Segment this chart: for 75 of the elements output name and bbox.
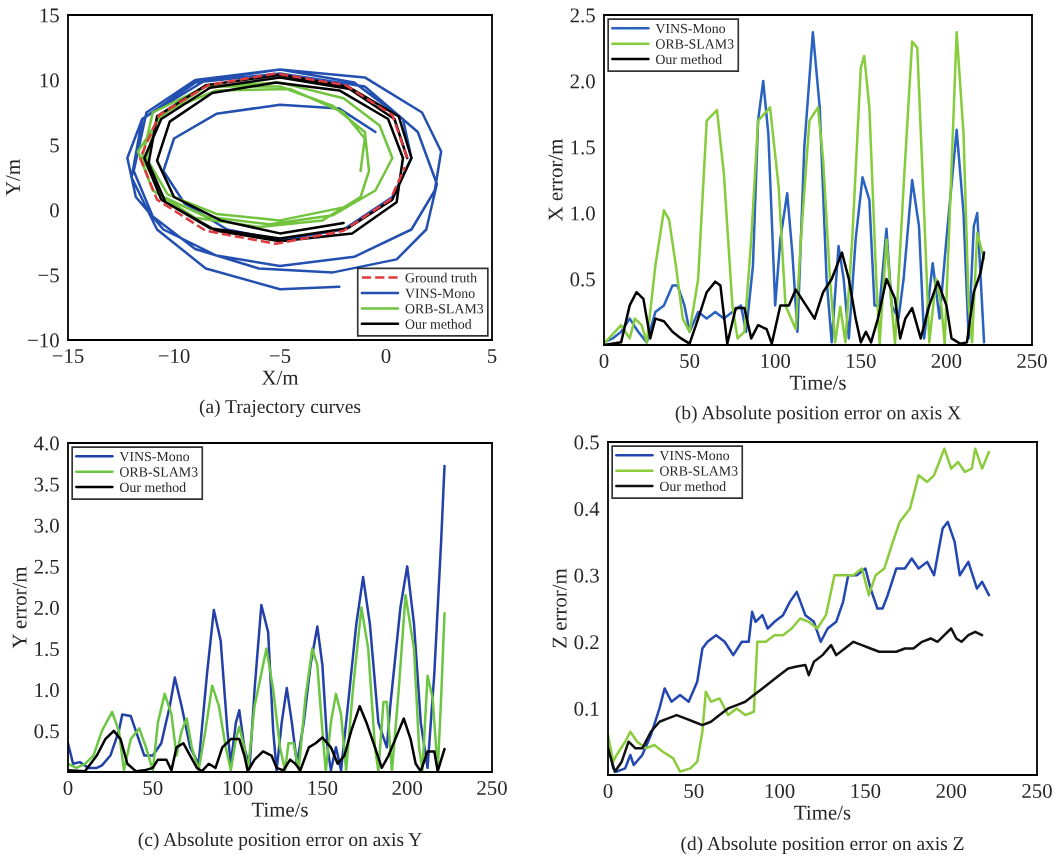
x-tick-label: 250 [1017,353,1047,368]
legend-label: ORB-SLAM3 [119,467,198,477]
x-tick-label: 50 [143,780,163,795]
legend-label: ORB-SLAM3 [659,466,738,476]
y-axis-title: Z error/m [552,568,567,648]
y-tick-label: 2.5 [570,8,595,23]
x-tick-label: −10 [158,348,190,363]
x-axis-title: Time/s [789,375,846,390]
legend-label: VINS-Mono [659,450,730,461]
legend-label: VINS-Mono [119,451,190,462]
line-series [608,447,991,773]
y-tick-label: 10 [40,73,59,88]
y-tick-label: 4.0 [34,436,59,451]
legend-label: Our method [655,54,722,65]
y-axis-title: Y error/m [12,566,27,649]
y-tick-label: −5 [38,268,59,283]
x-tick-label: 150 [851,783,881,798]
y-tick-label: 1.5 [35,642,59,657]
x-tick-label: 250 [1022,783,1052,798]
y-tick-label: −10 [28,333,59,348]
x-tick-label: 100 [223,780,253,795]
legend-label: Our method [659,481,726,492]
x-axis-title: Time/s [794,805,851,820]
line-series [608,627,984,773]
text: (d) Absolute position error on axis Z [681,836,964,855]
text: (b) Absolute position error on axis X [675,405,961,424]
x-tick-label: 0 [603,783,613,798]
y-tick-label: 1.0 [35,683,59,698]
legend-label: VINS-Mono [655,23,726,34]
y-tick-label: 5 [50,138,59,153]
y-tick-label: 2.0 [570,74,595,89]
x-axis-title: X/m [261,370,299,385]
x-tick-label: 200 [931,353,962,368]
y-tick-label: 0 [50,203,59,218]
y-tick-label: 3.5 [34,477,59,492]
x-tick-label: 150 [847,353,876,368]
x-tick-label: −15 [52,349,84,363]
legend-label: Ground truth [405,272,477,283]
line-series [608,520,991,773]
y-tick-label: 1.0 [571,206,595,221]
x-tick-label: 0 [599,353,609,368]
x-tick-label: 100 [761,353,791,368]
y-axis-title: X error/m [548,138,563,221]
text: (c) Absolute position error on axis Y [138,832,422,851]
legend-label: ORB-SLAM3 [405,304,484,314]
y-tick-label: 1.5 [571,140,595,155]
y-tick-label: 0.4 [574,501,600,517]
y-tick-label: 15 [40,8,59,23]
y-tick-label: 3.0 [34,518,59,533]
y-tick-label: 0.2 [574,635,599,650]
y-tick-label: 0.5 [34,724,59,739]
x-tick-label: 250 [477,780,507,795]
y-tick-label: 2.0 [34,600,59,616]
legend-label: Our method [119,482,186,493]
x-tick-label: 100 [765,783,795,798]
y-tick-label: 0.3 [574,568,599,583]
y-tick-label: 0.1 [574,701,599,716]
x-tick-label: 50 [680,353,700,368]
y-tick-label: 0.5 [570,272,595,287]
x-tick-label: 5 [488,349,497,363]
x-tick-label: 200 [936,783,967,798]
text: (a) Trajectory curves [199,399,361,418]
legend-label: VINS-Mono [405,288,475,298]
x-tick-label: −5 [269,349,291,363]
legend-label: ORB-SLAM3 [655,39,734,49]
y-tick-label: 0.5 [574,435,599,450]
x-tick-label: 200 [392,780,423,795]
y-axis-title: Y/m [6,159,21,196]
x-tick-label: 50 [684,783,704,798]
y-tick-label: 2.5 [34,559,59,574]
x-tick-label: 150 [308,780,338,795]
legend-label: Our method [405,319,472,329]
x-axis-title: Time/s [251,802,308,817]
x-tick-label: 0 [63,780,73,795]
x-tick-label: 0 [381,348,391,363]
